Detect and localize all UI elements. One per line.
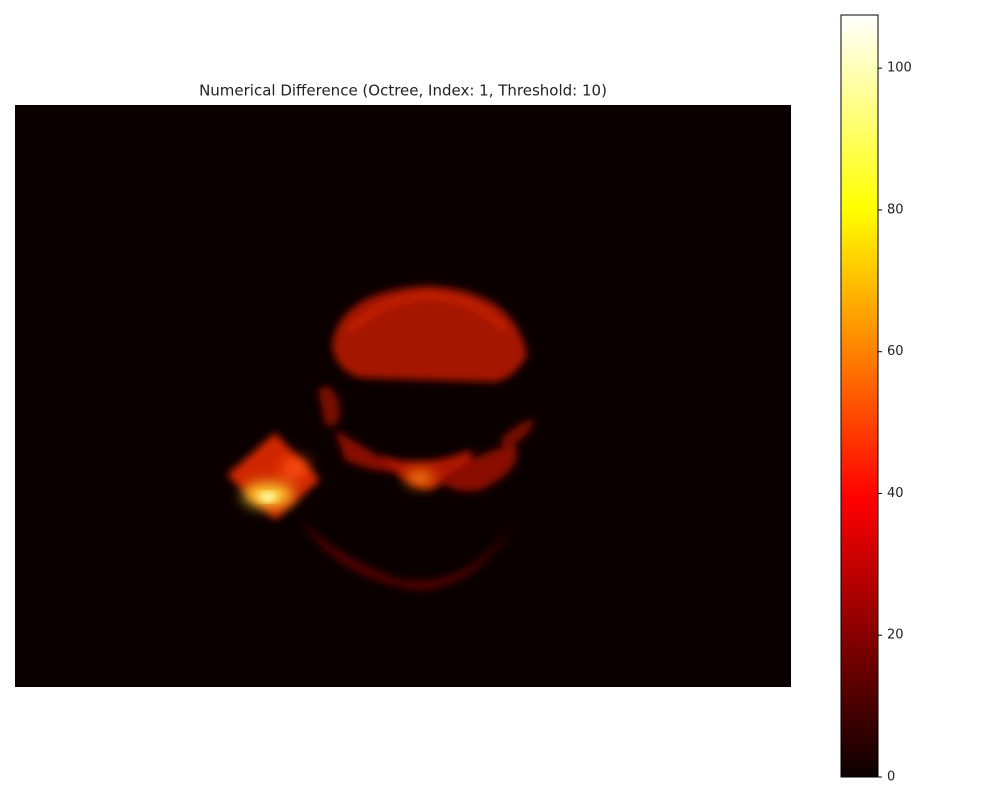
colorbar-tick-label: 80: [887, 202, 904, 217]
colorbar-tick-label: 40: [887, 486, 904, 501]
heatmap-image: [15, 105, 791, 687]
colorbar-tick-label: 60: [887, 344, 904, 359]
colorbar-tick-label: 20: [887, 628, 904, 643]
colorbar-ticks: 0 20 40 60 80 100: [878, 61, 912, 785]
colorbar-tick-label: 0: [887, 770, 895, 785]
chart-title: Numerical Difference (Octree, Index: 1, …: [199, 82, 607, 100]
colorbar-tick-label: 100: [887, 61, 912, 76]
colorbar: [840, 14, 879, 778]
